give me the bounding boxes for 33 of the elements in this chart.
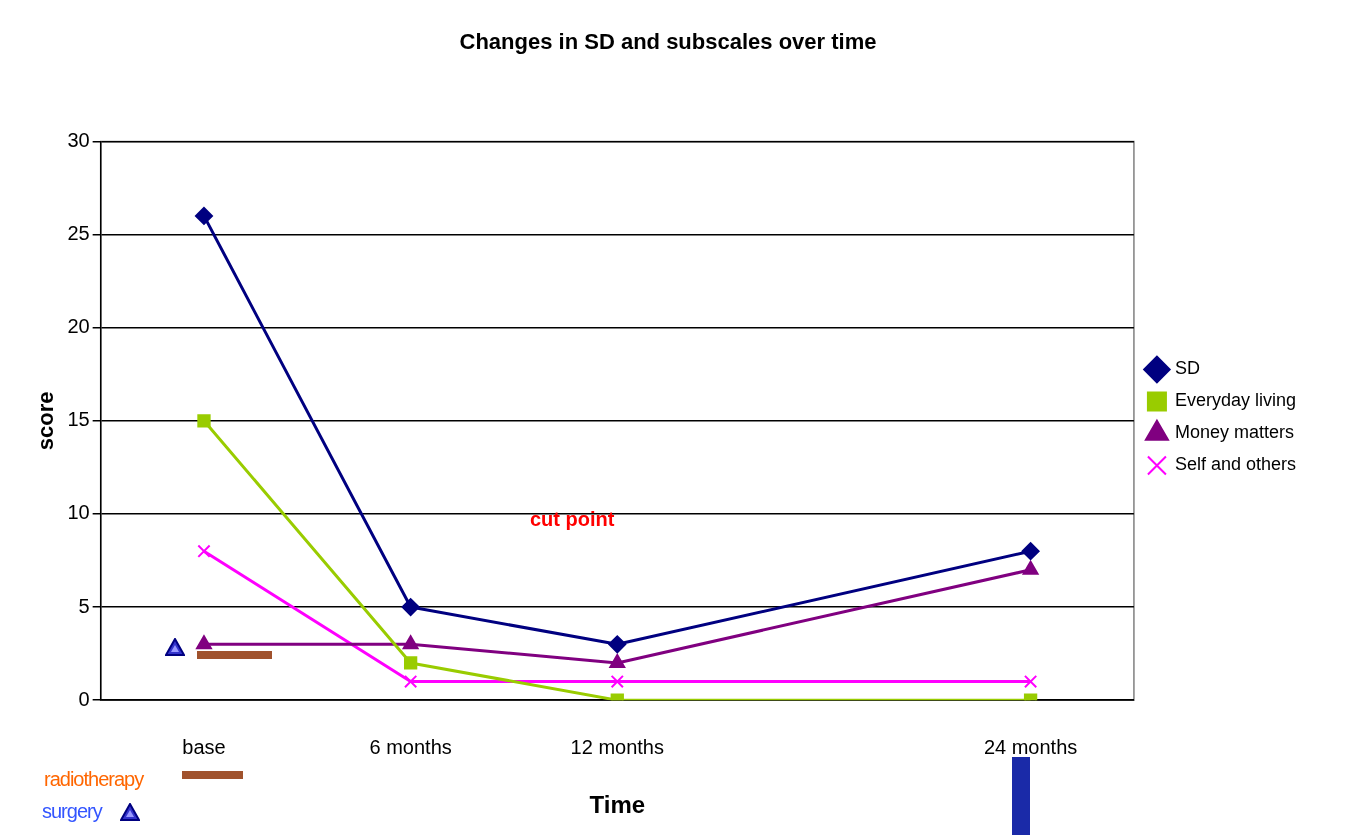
- x-tick-label: 24 months: [983, 735, 1078, 758]
- point: [197, 414, 211, 428]
- point: [194, 206, 213, 225]
- point: [1023, 674, 1038, 689]
- legend-label: Money matters: [1174, 422, 1294, 443]
- x-tick-label: 6 months: [369, 735, 452, 758]
- point: [196, 635, 212, 650]
- x-tick-label: 12 months: [570, 735, 664, 758]
- annotation: cut point: [530, 508, 615, 531]
- y-tick-label: 30: [67, 128, 90, 151]
- point: [197, 544, 211, 558]
- y-axis-title: score: [33, 391, 59, 451]
- point: [403, 656, 418, 670]
- y-tick-label: 15: [67, 408, 90, 431]
- legend-label: Everyday living: [1174, 390, 1296, 411]
- point: [610, 674, 624, 689]
- legend-label: Self and others: [1174, 454, 1296, 475]
- point: [402, 635, 419, 650]
- point: [401, 598, 420, 617]
- y-tick-label: 25: [67, 222, 90, 245]
- chart-title: Changes in SD and subscales over time: [459, 29, 877, 55]
- point: [1021, 542, 1040, 561]
- legend-label: SD: [1174, 358, 1200, 379]
- y-tick-label: 5: [78, 594, 90, 617]
- point: [608, 635, 627, 654]
- x-tick-label: base: [182, 735, 226, 758]
- text: surgery: [42, 800, 102, 823]
- y-tick-label: 20: [67, 315, 90, 338]
- x-axis-title: Time: [589, 791, 646, 819]
- y-tick-label: 10: [67, 501, 90, 524]
- y-tick-label: 0: [78, 687, 90, 710]
- text: radiotherapy: [44, 768, 144, 791]
- point: [403, 674, 418, 689]
